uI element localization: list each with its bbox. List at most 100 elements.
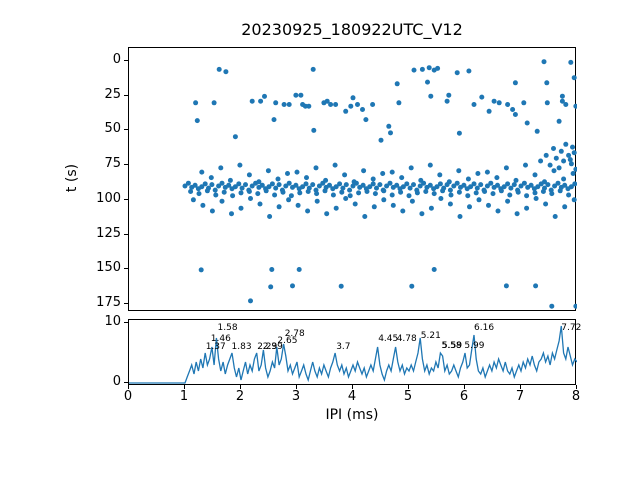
scatter-point <box>265 168 271 174</box>
xtick-label: 7 <box>515 389 525 404</box>
scatter-point <box>238 205 244 211</box>
scatter-point <box>521 100 527 106</box>
scatter-point <box>296 267 302 272</box>
peak-annotation: 1.37 <box>205 341 226 352</box>
scatter-point <box>426 65 432 71</box>
scatter-point <box>490 191 496 197</box>
scatter-point <box>243 182 248 188</box>
scatter-point <box>566 192 572 198</box>
scatter-point <box>371 204 377 210</box>
scatter-point <box>328 102 334 107</box>
scatter-point <box>513 177 519 183</box>
scatter-point <box>285 171 290 176</box>
scatter-point <box>237 162 243 168</box>
scatter-point <box>411 67 417 73</box>
peak-annotation: 4.78 <box>396 334 417 344</box>
scatter-point <box>314 198 320 204</box>
scatter-point <box>293 182 299 188</box>
scatter-point <box>283 183 289 189</box>
scatter-point <box>471 181 477 187</box>
scatter-point <box>381 188 387 194</box>
scatter-point <box>511 182 517 188</box>
scatter-point <box>377 182 383 188</box>
xtick-mark <box>520 385 521 389</box>
scatter-point <box>271 117 277 123</box>
scatter-point <box>570 144 575 150</box>
scatter-point <box>304 175 309 181</box>
scatter-y-axis-label: t (s) <box>64 163 80 193</box>
scatter-point <box>552 183 558 189</box>
scatter-ytick-mark <box>124 268 128 269</box>
scatter-point <box>434 184 440 190</box>
scatter-point <box>219 180 225 186</box>
scatter-point <box>431 267 437 272</box>
scatter-point <box>501 184 507 190</box>
scatter-point <box>524 193 530 199</box>
scatter-point <box>246 189 252 194</box>
scatter-ytick-label: 150 <box>96 260 121 276</box>
scatter-point <box>350 183 356 189</box>
scatter-point <box>342 172 348 178</box>
scatter-point <box>496 100 502 106</box>
histogram-plot-area <box>129 325 577 384</box>
scatter-point <box>352 201 358 207</box>
scatter-point <box>528 182 534 188</box>
scatter-point <box>523 162 528 168</box>
scatter-point <box>211 100 217 106</box>
scatter-point <box>384 183 390 189</box>
xtick-mark <box>296 385 297 389</box>
scatter-point <box>568 59 574 65</box>
scatter-point <box>563 102 569 107</box>
scatter-point <box>303 181 309 187</box>
scatter-point <box>473 190 479 196</box>
peak-annotation: 2.65 <box>277 335 298 346</box>
scatter-point <box>419 66 425 72</box>
scatter-point <box>249 183 255 189</box>
scatter-point <box>378 137 384 143</box>
scatter-point <box>310 66 316 72</box>
peak-annotation: 1.83 <box>231 341 252 352</box>
xtick-mark <box>184 385 185 389</box>
scatter-point <box>363 117 369 123</box>
scatter-point <box>572 181 577 187</box>
scatter-point <box>204 188 210 194</box>
scatter-point <box>273 100 279 106</box>
scatter-point <box>343 108 349 114</box>
scatter-point <box>305 208 311 214</box>
scatter-point <box>466 68 472 74</box>
scatter-point <box>322 188 328 194</box>
scatter-point <box>386 123 392 129</box>
xtick-label: 2 <box>235 389 245 404</box>
scatter-point <box>298 92 304 98</box>
scatter-point <box>571 75 577 81</box>
scatter-point <box>348 103 354 109</box>
scatter-point <box>446 92 452 98</box>
peak-annotation: 3.7 <box>336 341 351 352</box>
scatter-point <box>515 189 521 195</box>
scatter-point <box>213 192 219 198</box>
xtick-label: 6 <box>459 389 469 404</box>
scatter-point <box>505 102 511 107</box>
scatter-point <box>456 189 462 195</box>
scatter-point <box>294 169 300 175</box>
scatter-point <box>407 185 413 191</box>
scatter-point <box>427 162 433 168</box>
scatter-point <box>347 193 353 199</box>
scatter-point <box>221 189 227 195</box>
scatter-point <box>216 183 222 189</box>
scatter-point <box>355 102 360 107</box>
scatter-point <box>209 182 215 188</box>
scatter-point <box>300 184 306 190</box>
scatter-point <box>230 193 236 199</box>
scatter-point <box>360 107 365 112</box>
xtick-label: 5 <box>403 389 413 404</box>
scatter-point <box>555 180 561 186</box>
scatter-point <box>461 182 467 188</box>
scatter-point <box>324 211 330 217</box>
scatter-point <box>573 303 577 309</box>
scatter-point <box>567 157 573 163</box>
scatter-point <box>498 188 504 194</box>
scatter-panel <box>128 47 577 311</box>
xtick-mark <box>128 385 129 389</box>
scatter-point <box>533 196 539 201</box>
